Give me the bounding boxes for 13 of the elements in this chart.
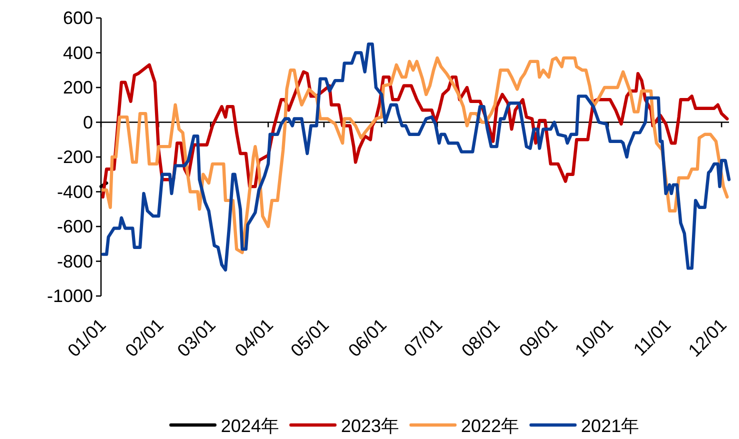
legend-label: 2022年	[461, 416, 520, 436]
legend-label: 2023年	[340, 416, 399, 436]
y-tick-label: -200	[56, 147, 93, 167]
y-tick-label: 0	[82, 112, 93, 132]
y-tick-label: 200	[62, 78, 93, 98]
y-tick-label: -600	[56, 216, 93, 236]
y-tick-label: 600	[62, 8, 93, 28]
y-tick-label: -400	[56, 182, 93, 202]
legend-label: 2024年	[220, 416, 279, 436]
legend-label: 2021年	[581, 416, 640, 436]
y-tick-label: 400	[62, 42, 93, 63]
y-tick-label: -800	[56, 251, 93, 272]
y-tick-label: -1000	[46, 286, 93, 306]
